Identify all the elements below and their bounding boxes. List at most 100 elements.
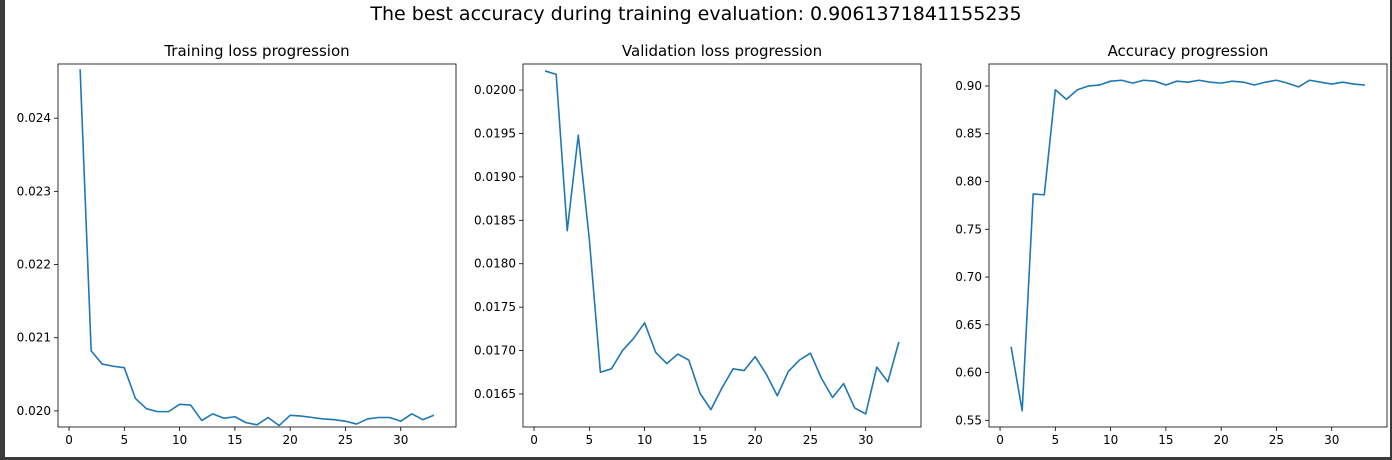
- accuracy-data-point: [1276, 79, 1278, 81]
- training-loss-axes-frame: [57, 63, 457, 428]
- accuracy-xtick-label: 25: [1269, 433, 1284, 447]
- validation-loss-data-point: [688, 359, 690, 361]
- accuracy-data-point: [1066, 99, 1068, 101]
- training-loss-data-point: [411, 413, 413, 415]
- accuracy-data-point: [1010, 346, 1012, 348]
- training-loss-xtick-label: 15: [227, 433, 242, 447]
- validation-loss-series-line: [544, 70, 900, 415]
- accuracy-data-point: [1209, 81, 1211, 83]
- accuracy-data-point: [1309, 79, 1311, 81]
- training-loss-data-point: [256, 424, 258, 426]
- accuracy-title: Accuracy progression: [1108, 42, 1269, 60]
- accuracy-data-point: [1032, 193, 1034, 195]
- training-loss-ytick-label: 0.021: [17, 331, 51, 345]
- accuracy-ytick-label: 0.75: [955, 222, 982, 236]
- validation-loss-data-point: [743, 370, 745, 372]
- validation-loss-data-point: [644, 322, 646, 324]
- training-loss-data-point: [278, 425, 280, 427]
- accuracy-data-point: [1143, 79, 1145, 81]
- training-loss-data-point: [422, 419, 424, 421]
- training-loss-data-point: [179, 404, 181, 406]
- validation-loss-data-point: [865, 413, 867, 415]
- validation-loss-xtick-label: 10: [637, 433, 652, 447]
- validation-loss-data-point: [555, 74, 557, 76]
- training-loss-xtick-label: 10: [172, 433, 187, 447]
- validation-loss-data-point: [776, 395, 778, 397]
- validation-loss-data-point: [633, 338, 635, 340]
- training-loss-data-point: [433, 414, 435, 416]
- training-loss-ytick-label: 0.022: [17, 258, 51, 272]
- validation-loss-data-point: [721, 387, 723, 389]
- validation-loss-ytick-label: 0.0180: [474, 257, 516, 271]
- accuracy-chart: Accuracy progression 0 5 10 15 20 25 30 0.55 0.60…: [955, 42, 1388, 447]
- accuracy-data-point: [1242, 81, 1244, 83]
- accuracy-data-point: [1132, 82, 1134, 84]
- validation-loss-data-point: [655, 352, 657, 354]
- validation-loss-data-point: [765, 373, 767, 375]
- validation-loss-data-point: [843, 383, 845, 385]
- accuracy-data-point: [1254, 84, 1256, 86]
- validation-loss-ytick-label: 0.0185: [474, 213, 516, 227]
- training-loss-xtick-label: 5: [121, 433, 129, 447]
- validation-loss-data-point: [799, 359, 801, 361]
- training-loss-ytick-label: 0.024: [17, 111, 51, 125]
- validation-loss-xtick-label: 0: [530, 433, 538, 447]
- accuracy-data-point: [1265, 81, 1267, 83]
- training-loss-data-point: [300, 415, 302, 417]
- accuracy-data-point: [1187, 81, 1189, 83]
- training-loss-data-point: [157, 411, 159, 413]
- accuracy-data-point: [1176, 80, 1178, 82]
- training-loss-data-point: [146, 408, 148, 410]
- training-loss-series-line: [79, 69, 435, 427]
- validation-loss-data-point: [898, 341, 900, 343]
- accuracy-data-point: [1110, 80, 1112, 82]
- accuracy-data-point: [1165, 84, 1167, 86]
- validation-loss-ytick-label: 0.0175: [474, 300, 516, 314]
- accuracy-ytick-label: 0.70: [955, 270, 982, 284]
- training-loss-data-point: [124, 367, 126, 369]
- validation-loss-data-point: [577, 134, 579, 136]
- accuracy-data-point: [1320, 81, 1322, 83]
- training-loss-data-point: [378, 417, 380, 419]
- accuracy-ytick-label: 0.90: [955, 79, 982, 93]
- accuracy-data-point: [1077, 89, 1079, 91]
- training-loss-xtick-label: 20: [283, 433, 298, 447]
- accuracy-ytick-label: 0.60: [955, 366, 982, 380]
- validation-loss-data-point: [666, 363, 668, 365]
- training-loss-data-point: [245, 422, 247, 424]
- training-loss-data-point: [345, 420, 347, 422]
- bottom-window-edge: [0, 457, 1392, 460]
- training-loss-xtick-label: 0: [65, 433, 73, 447]
- validation-loss-data-point: [699, 392, 701, 394]
- accuracy-data-point: [1043, 194, 1045, 196]
- validation-loss-ytick-label: 0.0195: [474, 126, 516, 140]
- accuracy-data-point: [1154, 80, 1156, 82]
- training-loss-data-point: [334, 419, 336, 421]
- validation-loss-data-point: [876, 366, 878, 368]
- accuracy-data-point: [1021, 410, 1023, 412]
- training-loss-data-point: [112, 365, 114, 367]
- training-loss-data-point: [79, 68, 81, 70]
- validation-loss-xtick-label: 25: [803, 433, 818, 447]
- accuracy-xtick-label: 10: [1103, 433, 1118, 447]
- validation-loss-xtick-label: 15: [692, 433, 707, 447]
- validation-loss-ytick-label: 0.0170: [474, 344, 516, 358]
- validation-loss-ytick-label: 0.0190: [474, 170, 516, 184]
- accuracy-data-point: [1331, 83, 1333, 85]
- training-loss-data-point: [168, 411, 170, 413]
- training-loss-data-point: [212, 413, 214, 415]
- accuracy-xtick-label: 15: [1158, 433, 1173, 447]
- accuracy-series-line: [1010, 79, 1365, 412]
- validation-loss-data-point: [832, 397, 834, 399]
- accuracy-data-point: [1298, 86, 1300, 88]
- training-loss-data-point: [101, 363, 103, 365]
- validation-loss-data-point: [589, 239, 591, 241]
- training-loss-data-point: [267, 417, 269, 419]
- validation-loss-data-point: [622, 350, 624, 352]
- left-window-edge: [0, 0, 5, 460]
- training-loss-data-point: [311, 417, 313, 419]
- validation-loss-data-point: [887, 381, 889, 383]
- training-loss-chart: Training loss progression 0 5 10 15 20 25 30 0.0…: [17, 42, 457, 447]
- validation-loss-data-point: [788, 371, 790, 373]
